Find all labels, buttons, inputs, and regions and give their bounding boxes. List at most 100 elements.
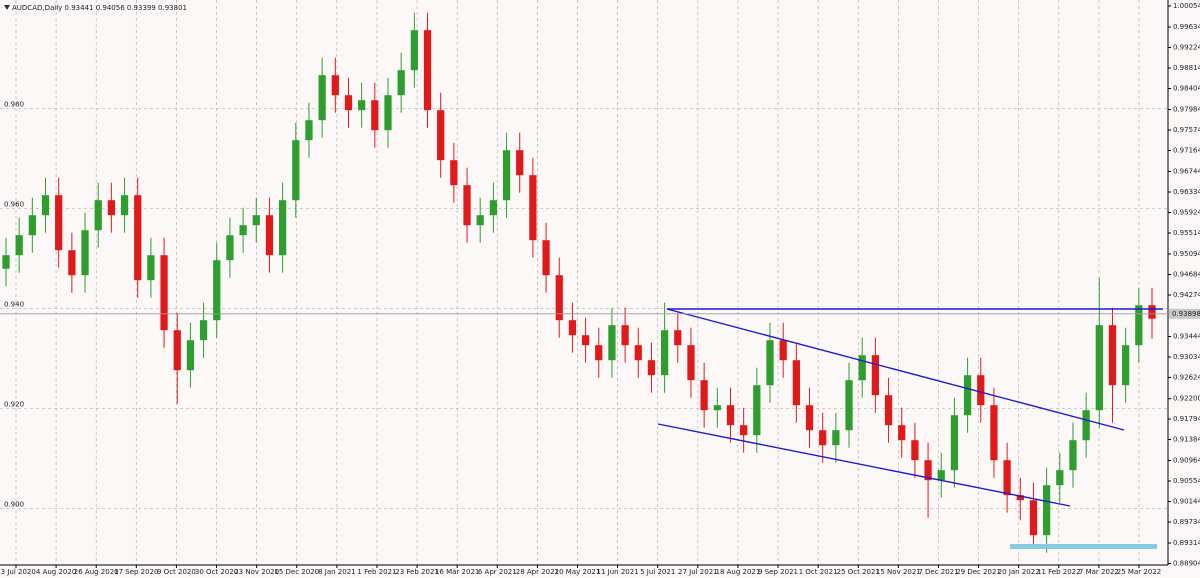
y2-tick-label: 0.94684 bbox=[1173, 271, 1200, 279]
candle-body bbox=[502, 150, 511, 201]
candle-body bbox=[226, 235, 234, 261]
y2-tick-label: 0.99634 bbox=[1173, 23, 1200, 31]
y2-tick-label: 0.95924 bbox=[1173, 209, 1200, 217]
candle-body bbox=[489, 200, 498, 216]
candle-body bbox=[1056, 470, 1064, 486]
candle-body bbox=[160, 255, 168, 331]
x-tick-label: 1 Feb 2021 bbox=[357, 568, 396, 576]
y2-tick-label: 0.92200 bbox=[1173, 395, 1200, 403]
candle-body bbox=[55, 195, 63, 251]
candle-body bbox=[581, 335, 590, 346]
candle-body bbox=[278, 200, 287, 256]
candle-body bbox=[94, 200, 102, 231]
x-tick-label: 11 Jun 2021 bbox=[597, 568, 639, 576]
candle-body bbox=[1082, 410, 1090, 441]
candle-body bbox=[726, 405, 735, 426]
candle-body bbox=[608, 325, 616, 361]
candle-body bbox=[963, 375, 972, 416]
x-tick-label: 29 Dec 2021 bbox=[956, 568, 1001, 576]
candle-body bbox=[252, 215, 260, 226]
candle-body bbox=[199, 320, 208, 341]
y2-tick-label: 0.94274 bbox=[1173, 291, 1200, 299]
chart-title: AUDCAD,Daily 0.93441 0.94056 0.93399 0.9… bbox=[12, 4, 187, 12]
candle-body bbox=[977, 375, 985, 406]
y2-tick-label: 0.95514 bbox=[1173, 229, 1200, 237]
x-tick-label: 11 Feb 2022 bbox=[1037, 568, 1081, 576]
candle-body bbox=[147, 255, 155, 281]
candle-body bbox=[186, 340, 195, 371]
y2-tick-label: 0.92624 bbox=[1173, 374, 1200, 382]
y2-tick-label: 0.96744 bbox=[1173, 168, 1200, 176]
candle-body bbox=[529, 175, 537, 241]
x-tick-label: 1 Oct 2021 bbox=[799, 568, 838, 576]
candle-body bbox=[911, 440, 919, 461]
candle-body bbox=[437, 110, 445, 161]
y-tick-label: 0.960 bbox=[4, 201, 24, 209]
y2-tick-label: 0.97164 bbox=[1173, 147, 1200, 155]
x-tick-label: 27 Jul 2021 bbox=[678, 568, 718, 576]
y-tick-label: 0.940 bbox=[4, 301, 24, 309]
candle-body bbox=[173, 330, 181, 371]
candle-body bbox=[292, 140, 300, 201]
x-tick-label: 20 May 2021 bbox=[555, 568, 601, 576]
y2-tick-label: 0.88904 bbox=[1173, 560, 1200, 568]
candle-body bbox=[950, 415, 959, 471]
candle-body bbox=[621, 325, 629, 346]
candle-body bbox=[1069, 440, 1077, 471]
candle-body bbox=[305, 120, 313, 141]
candle-body bbox=[1029, 500, 1038, 536]
x-tick-label: 17 Sep 2020 bbox=[114, 568, 158, 576]
y2-tick-label: 0.98404 bbox=[1173, 85, 1200, 93]
y2-tick-label: 1.00054 bbox=[1173, 2, 1200, 10]
candle-body bbox=[595, 345, 603, 361]
candle-body bbox=[740, 425, 748, 436]
candle-body bbox=[371, 100, 379, 131]
x-tick-label: 15 Nov 2021 bbox=[876, 568, 921, 576]
candle-body bbox=[660, 330, 669, 376]
candle-body bbox=[450, 160, 458, 186]
candle-body bbox=[858, 355, 866, 381]
y-tick-label: 0.920 bbox=[4, 401, 24, 409]
x-tick-label: 13 Jul 2020 bbox=[0, 568, 36, 576]
candle-body bbox=[213, 260, 221, 321]
candle-body bbox=[713, 405, 721, 411]
x-tick-label: 26 Aug 2020 bbox=[74, 568, 119, 576]
x-tick-label: 9 Sep 2021 bbox=[758, 568, 798, 576]
candle-body bbox=[423, 30, 432, 111]
x-tick-label: 23 Nov 2020 bbox=[234, 568, 279, 576]
candle-body bbox=[647, 360, 656, 376]
candle-body bbox=[871, 355, 880, 396]
candle-body bbox=[937, 470, 945, 481]
candle-body bbox=[15, 235, 23, 256]
candle-body bbox=[1042, 485, 1051, 536]
y2-tick-label: 0.97574 bbox=[1173, 126, 1200, 134]
candle-body bbox=[555, 275, 563, 321]
candle-body bbox=[318, 75, 326, 121]
candle-body bbox=[397, 70, 405, 96]
menu-icon[interactable] bbox=[4, 5, 10, 10]
candle-body bbox=[239, 225, 247, 236]
candle-body bbox=[2, 255, 10, 269]
candle-body bbox=[331, 75, 339, 96]
x-tick-label: 28 Apr 2021 bbox=[516, 568, 559, 576]
y2-tick-label: 0.95094 bbox=[1173, 250, 1200, 258]
candle-body bbox=[1135, 305, 1143, 346]
x-tick-label: 25 Mar 2022 bbox=[1117, 568, 1161, 576]
y2-tick-label: 0.90964 bbox=[1173, 457, 1200, 465]
x-tick-label: 6 Apr 2021 bbox=[478, 568, 517, 576]
candle-body bbox=[265, 215, 274, 256]
y2-tick-label: 0.90144 bbox=[1173, 498, 1200, 506]
candle-body bbox=[120, 195, 129, 216]
candle-body bbox=[81, 230, 89, 276]
candle-body bbox=[700, 380, 708, 411]
candle-body bbox=[463, 185, 471, 226]
candle-body bbox=[1003, 460, 1011, 496]
y2-tick-label: 0.93444 bbox=[1173, 333, 1200, 341]
x-tick-label: 7 Dec 2021 bbox=[918, 568, 958, 576]
candle-body bbox=[766, 340, 774, 386]
candle-layer bbox=[2, 12, 1156, 553]
candle-body bbox=[476, 215, 484, 226]
candle-body bbox=[832, 430, 840, 446]
candle-body bbox=[805, 405, 814, 431]
